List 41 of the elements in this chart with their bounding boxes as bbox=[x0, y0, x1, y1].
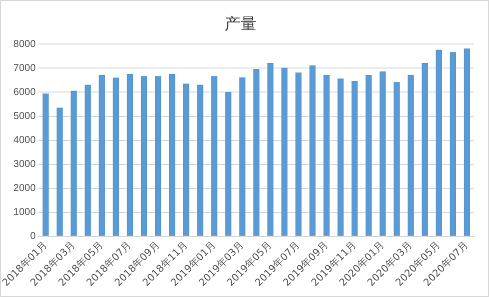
y-tick-label: 0 bbox=[30, 231, 36, 242]
y-tick-label: 7000 bbox=[13, 62, 36, 74]
bar bbox=[197, 84, 204, 236]
bar bbox=[211, 76, 218, 236]
bar bbox=[140, 76, 148, 236]
bar bbox=[309, 65, 316, 236]
bar bbox=[56, 108, 63, 236]
y-tick-label: 5000 bbox=[13, 111, 36, 122]
bar bbox=[168, 74, 176, 236]
y-tick-label: 4000 bbox=[13, 135, 36, 146]
y-tick-label: 3000 bbox=[13, 159, 36, 170]
bar bbox=[295, 72, 302, 236]
bar bbox=[84, 84, 91, 236]
bar bbox=[253, 68, 260, 236]
y-tick-label: 8000 bbox=[13, 38, 36, 50]
bar bbox=[366, 74, 372, 236]
bar bbox=[436, 50, 442, 236]
bar bbox=[126, 74, 134, 236]
bar bbox=[450, 52, 456, 236]
bar bbox=[267, 62, 274, 236]
bar bbox=[408, 74, 414, 236]
bar bbox=[154, 76, 162, 236]
bar bbox=[338, 78, 344, 236]
chart-title: 产量 bbox=[224, 14, 256, 33]
bar bbox=[42, 93, 49, 236]
bar bbox=[323, 74, 330, 236]
bar bbox=[281, 68, 288, 236]
bar bbox=[183, 84, 190, 236]
y-tick-label: 6000 bbox=[13, 86, 36, 98]
bar bbox=[239, 77, 246, 236]
bar bbox=[70, 90, 77, 236]
bar bbox=[394, 82, 400, 236]
y-tick-label: 1000 bbox=[13, 207, 36, 218]
bar bbox=[112, 78, 119, 236]
y-tick-label: 2000 bbox=[13, 183, 36, 194]
bar bbox=[422, 62, 428, 236]
bar bbox=[380, 71, 386, 236]
bar bbox=[352, 80, 358, 236]
bar bbox=[98, 74, 105, 236]
bar bbox=[464, 48, 470, 236]
bar bbox=[225, 92, 232, 236]
